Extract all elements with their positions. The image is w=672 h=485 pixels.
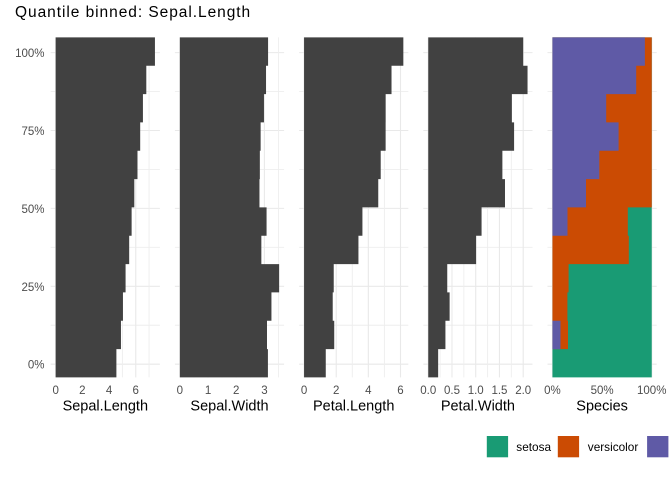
svg-text:4: 4 (365, 385, 372, 397)
svg-text:4: 4 (106, 385, 113, 397)
svg-text:75%: 75% (21, 126, 44, 138)
svg-text:Petal.Width: Petal.Width (441, 398, 515, 414)
svg-text:0: 0 (301, 385, 307, 397)
svg-text:100%: 100% (15, 48, 44, 60)
svg-text:2: 2 (333, 385, 339, 397)
svg-text:50%: 50% (591, 385, 614, 397)
svg-text:Species: Species (576, 398, 628, 414)
svg-text:Sepal.Width: Sepal.Width (190, 398, 268, 414)
svg-text:6: 6 (397, 385, 403, 397)
svg-text:1.0: 1.0 (468, 385, 484, 397)
svg-text:0.5: 0.5 (444, 385, 460, 397)
svg-text:Sepal.Length: Sepal.Length (63, 398, 148, 414)
svg-text:Petal.Length: Petal.Length (313, 398, 394, 414)
svg-text:2: 2 (79, 385, 85, 397)
svg-text:0%: 0% (544, 385, 561, 397)
svg-text:2: 2 (233, 385, 239, 397)
svg-text:50%: 50% (21, 204, 44, 216)
svg-text:setosa: setosa (516, 440, 551, 454)
svg-text:1.5: 1.5 (491, 385, 507, 397)
svg-text:0.0: 0.0 (420, 385, 436, 397)
svg-text:3: 3 (261, 385, 267, 397)
svg-text:2.0: 2.0 (515, 385, 531, 397)
svg-text:25%: 25% (21, 282, 44, 294)
svg-text:0: 0 (177, 385, 183, 397)
svg-text:1: 1 (205, 385, 211, 397)
svg-text:0: 0 (52, 385, 58, 397)
svg-text:0%: 0% (28, 360, 45, 372)
svg-text:6: 6 (133, 385, 139, 397)
svg-text:100%: 100% (637, 385, 666, 397)
svg-text:Quantile binned: Sepal.Length: Quantile binned: Sepal.Length (15, 4, 251, 21)
svg-text:versicolor: versicolor (588, 440, 639, 454)
